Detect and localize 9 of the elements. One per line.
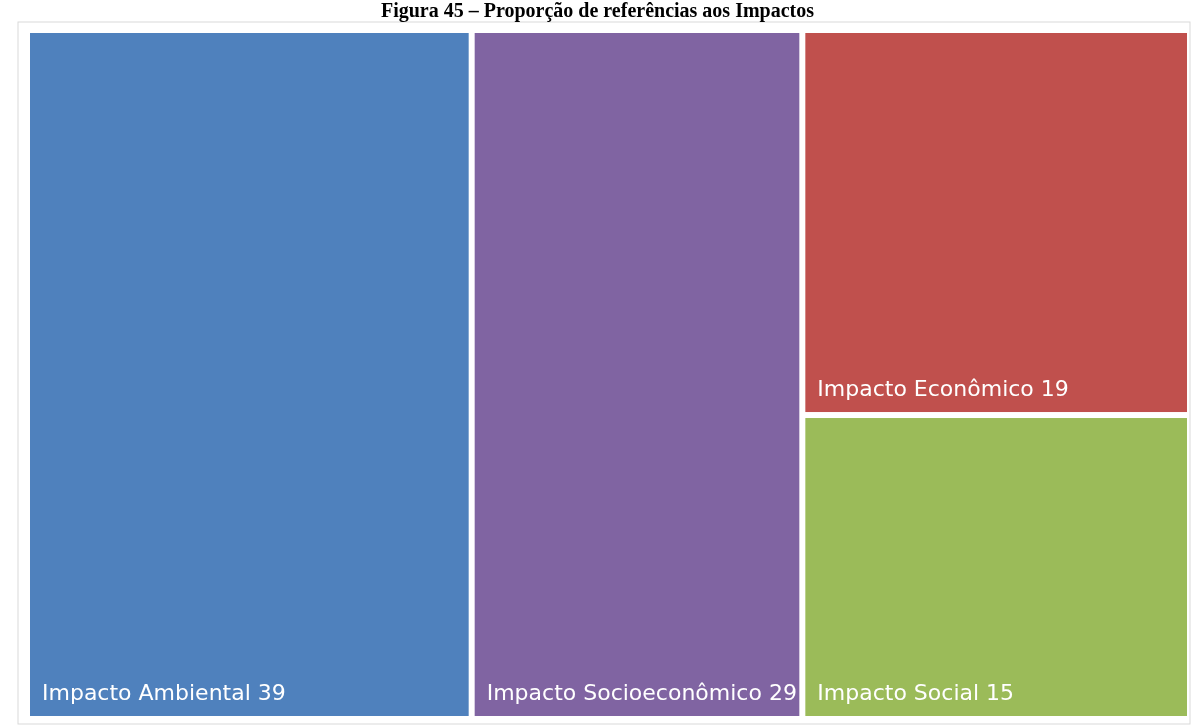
category-label: Impacto Social bbox=[817, 680, 980, 705]
value-label: 39 bbox=[257, 680, 286, 705]
category-label: Impacto Ambiental bbox=[42, 680, 251, 705]
value-label: 15 bbox=[986, 680, 1015, 705]
text: Figura 45 – Proporção de referências aos Impactos bbox=[380, 0, 815, 22]
category-label: Impacto Econômico bbox=[817, 376, 1034, 402]
category-label: Impacto Socioeconômico bbox=[486, 680, 762, 705]
value-label: 29 bbox=[768, 680, 797, 705]
value-label: 19 bbox=[1040, 376, 1069, 402]
